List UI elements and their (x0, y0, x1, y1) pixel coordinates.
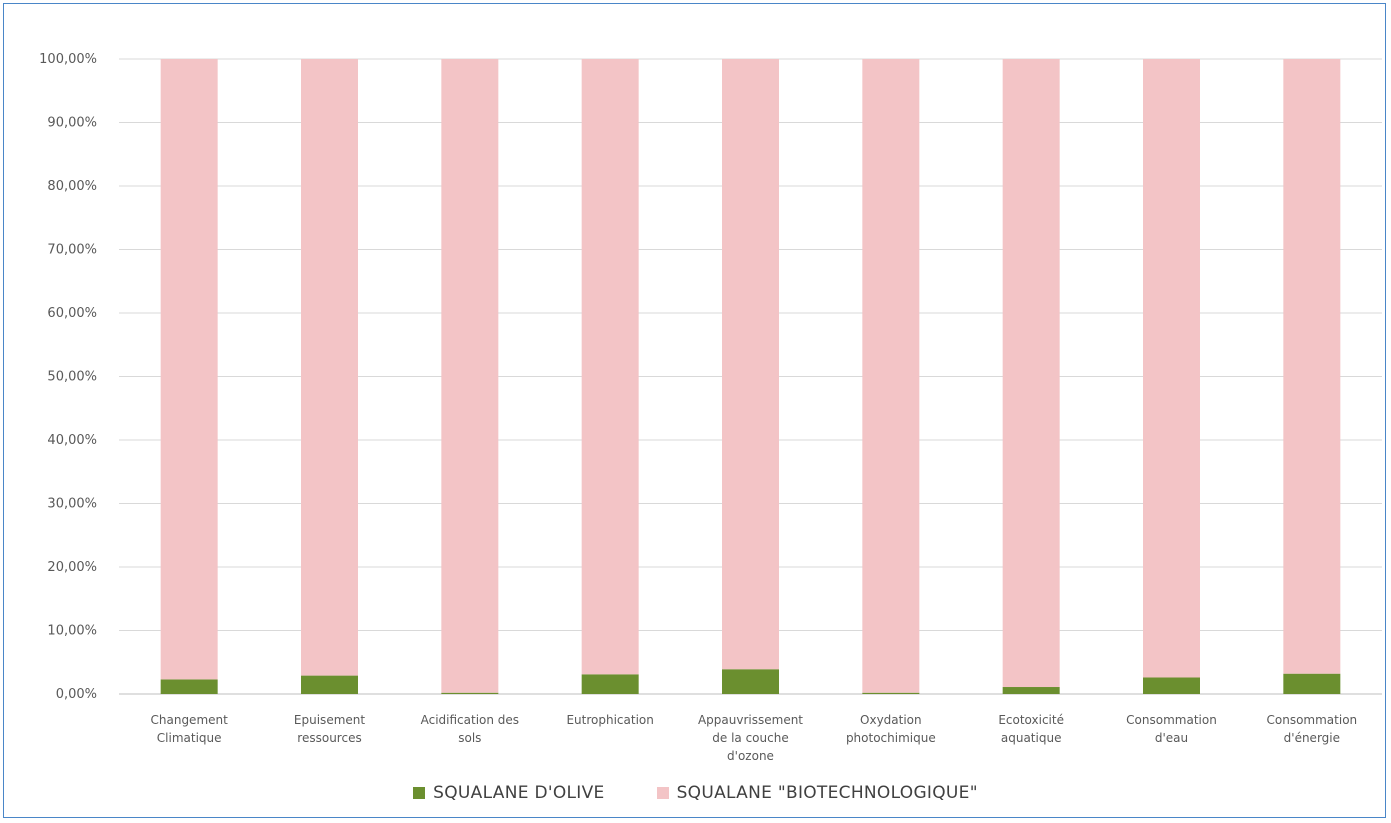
bar-segment-biotech (581, 59, 639, 675)
legend-swatch-biotech (656, 787, 669, 799)
x-category-label: Appauvrissement de la couche d'ozone (698, 713, 803, 763)
legend-item-biotech: SQUALANE "BIOTECHNOLOGIQUE" (656, 783, 978, 803)
bar-segment-biotech (441, 59, 499, 693)
bar-segment-biotech (1283, 59, 1341, 674)
x-category-label: Changement Climatique (151, 713, 229, 745)
y-tick-label: 30,00% (47, 497, 97, 512)
y-axis-ticks: 0,00% 10,00% 20,00% 30,00% 40,00% 50,00% 60,00… (39, 52, 97, 702)
y-tick-label: 10,00% (47, 624, 97, 639)
y-tick-label: 40,00% (47, 433, 97, 448)
legend-label-olive: SQUALANE D'OLIVE (433, 783, 605, 803)
bar-segment-olive (581, 674, 639, 694)
y-tick-label: 50,00% (47, 370, 97, 385)
bar-segment-olive (722, 669, 779, 694)
x-category-label: Ecotoxicité aquatique (998, 713, 1064, 745)
y-tick-label: 20,00% (47, 560, 97, 575)
legend-swatch-olive (413, 787, 426, 799)
bar-segment-biotech (1002, 59, 1060, 688)
y-tick-label: 90,00% (47, 116, 97, 131)
bars (160, 59, 1341, 694)
bar-segment-olive (160, 679, 218, 694)
x-category-label: Consommation d'eau (1126, 713, 1217, 745)
bar-segment-biotech (301, 59, 358, 676)
y-tick-label: 70,00% (47, 243, 97, 258)
legend-item-olive: SQUALANE D'OLIVE (413, 783, 604, 803)
legend: SQUALANE D'OLIVE SQUALANE "BIOTECHNOLOGI… (4, 780, 1387, 806)
bar-segment-olive (1283, 673, 1341, 694)
y-tick-label: 0,00% (56, 687, 97, 702)
x-category-label: Consommation d'énergie (1267, 713, 1358, 745)
y-tick-label: 60,00% (47, 306, 97, 321)
x-category-label: Epuisement ressources (294, 713, 365, 745)
bar-segment-olive (441, 692, 499, 694)
bar-segment-biotech (722, 59, 779, 670)
bar-segment-biotech (160, 59, 218, 680)
bar-segment-biotech (1143, 59, 1200, 678)
y-tick-label: 80,00% (47, 179, 97, 194)
x-axis-labels: Changement Climatique Epuisement ressources… (151, 713, 1358, 763)
stacked-bar-chart: 0,00% 10,00% 20,00% 30,00% 40,00% 50,00% 60,00… (39, 52, 1382, 763)
bar-segment-olive (1002, 687, 1060, 694)
x-category-label: Acidification des sols (421, 713, 519, 745)
x-category-label: Eutrophication (566, 713, 653, 727)
bar-segment-olive (301, 675, 358, 694)
chart-frame: 0,00% 10,00% 20,00% 30,00% 40,00% 50,00% 60,00… (3, 3, 1386, 818)
bar-segment-olive (1143, 677, 1200, 694)
y-tick-label: 100,00% (39, 52, 97, 67)
bar-segment-biotech (862, 59, 920, 693)
x-category-label: Oxydation photochimique (846, 713, 936, 745)
bar-segment-olive (862, 692, 920, 694)
legend-label-biotech: SQUALANE "BIOTECHNOLOGIQUE" (676, 783, 978, 803)
